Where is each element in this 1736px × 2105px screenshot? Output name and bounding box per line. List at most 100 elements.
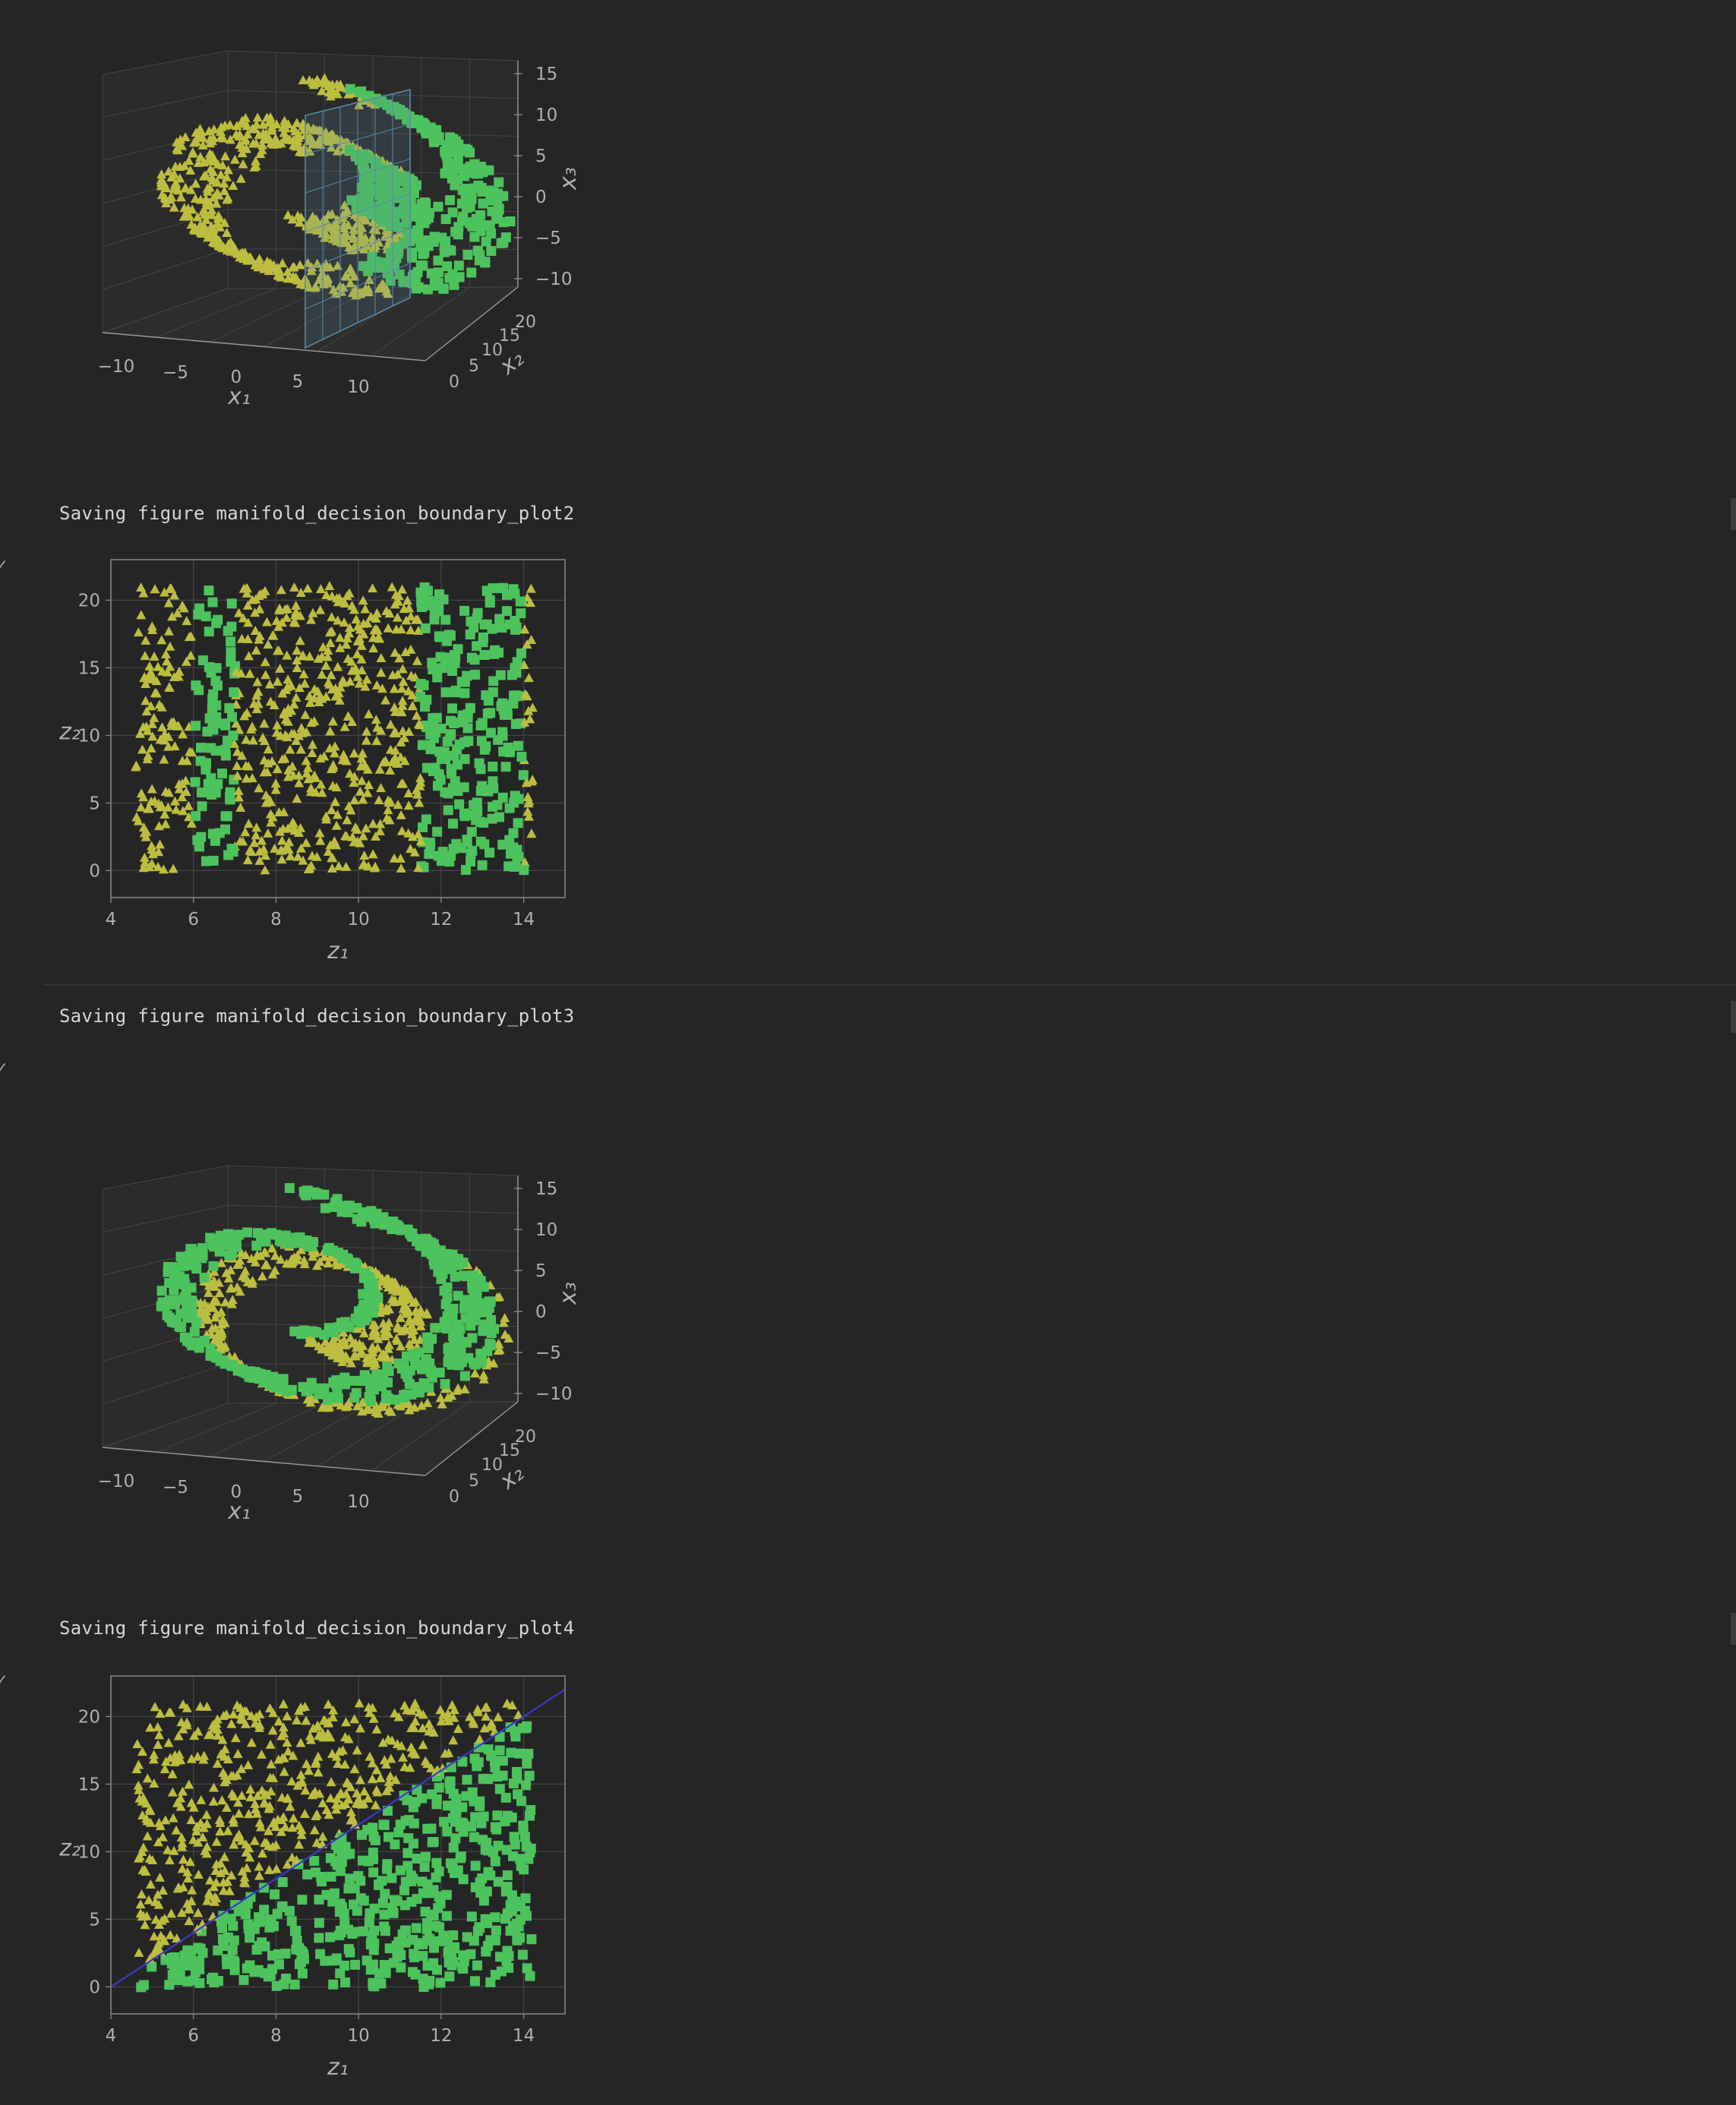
triangle-marker bbox=[292, 210, 303, 220]
square-marker bbox=[205, 1232, 216, 1243]
triangle-marker bbox=[404, 726, 415, 736]
square-marker bbox=[499, 709, 510, 720]
triangle-marker bbox=[137, 744, 148, 754]
cell-collapse-check-icon[interactable]: ✓ bbox=[0, 1059, 8, 1077]
triangle-marker bbox=[272, 764, 282, 774]
square-marker bbox=[326, 1871, 336, 1882]
triangle-marker bbox=[374, 283, 384, 293]
scrollbar-marker[interactable] bbox=[1731, 1001, 1736, 1033]
square-marker bbox=[419, 582, 430, 592]
triangle-marker bbox=[314, 1730, 324, 1740]
triangle-marker bbox=[340, 270, 351, 280]
triangle-marker bbox=[277, 1753, 288, 1763]
triangle-marker bbox=[377, 1737, 388, 1747]
square-marker bbox=[364, 1917, 374, 1927]
triangle-marker bbox=[251, 830, 261, 840]
square-marker bbox=[448, 1930, 459, 1941]
triangle-marker bbox=[311, 1838, 322, 1848]
triangle-marker bbox=[241, 1847, 251, 1857]
triangle-marker bbox=[349, 1350, 359, 1360]
square-marker bbox=[229, 687, 239, 698]
triangle-marker bbox=[292, 645, 302, 655]
triangle-marker bbox=[405, 1314, 415, 1324]
triangle-marker bbox=[336, 1800, 347, 1810]
triangle-marker bbox=[449, 1705, 459, 1715]
cell-collapse-check-icon[interactable]: ✓ bbox=[0, 556, 8, 574]
square-marker bbox=[277, 1901, 288, 1911]
triangle-marker bbox=[361, 1352, 372, 1362]
square-marker bbox=[420, 702, 431, 712]
triangle-marker bbox=[282, 1746, 293, 1756]
scrollbar-marker[interactable] bbox=[1731, 1613, 1736, 1645]
plot-frame bbox=[110, 1675, 566, 2015]
triangle-marker bbox=[402, 1705, 412, 1715]
square-marker bbox=[470, 669, 481, 680]
square-marker bbox=[217, 768, 228, 779]
square-marker bbox=[442, 1826, 453, 1837]
triangle-marker bbox=[282, 1711, 292, 1721]
triangle-marker bbox=[357, 748, 368, 758]
triangle-marker bbox=[328, 86, 339, 96]
triangle-marker bbox=[410, 1698, 421, 1708]
triangle-marker bbox=[354, 99, 365, 109]
triangle-marker bbox=[275, 663, 286, 673]
square-marker bbox=[433, 1903, 443, 1914]
triangle-marker bbox=[331, 820, 342, 830]
square-marker bbox=[332, 1387, 342, 1398]
triangle-marker bbox=[177, 1864, 188, 1873]
triangle-marker bbox=[216, 169, 226, 179]
triangle-marker bbox=[422, 1397, 433, 1407]
triangle-marker bbox=[324, 743, 335, 753]
triangle-marker bbox=[486, 1718, 497, 1728]
triangle-marker bbox=[331, 1751, 342, 1761]
square-marker bbox=[393, 1827, 404, 1838]
triangle-marker bbox=[301, 768, 312, 778]
triangle-marker bbox=[368, 819, 378, 828]
triangle-marker bbox=[176, 1717, 187, 1727]
triangle-marker bbox=[254, 1722, 265, 1732]
triangle-marker bbox=[203, 1287, 213, 1297]
square-marker bbox=[379, 1909, 390, 1920]
square-marker bbox=[220, 746, 231, 756]
triangle-marker bbox=[271, 616, 282, 626]
square-marker bbox=[189, 1327, 200, 1337]
triangle-marker bbox=[291, 600, 301, 610]
triangle-marker bbox=[247, 124, 257, 134]
square-marker bbox=[478, 1326, 488, 1337]
triangle-marker bbox=[378, 757, 389, 767]
square-marker bbox=[466, 267, 477, 278]
triangle-marker bbox=[352, 1401, 363, 1411]
square-marker bbox=[421, 1924, 432, 1935]
cell-collapse-check-icon[interactable]: ✓ bbox=[0, 1671, 8, 1689]
triangle-marker bbox=[263, 828, 273, 838]
triangle-marker bbox=[297, 651, 308, 661]
square-marker bbox=[500, 762, 511, 772]
square-marker bbox=[516, 752, 527, 762]
triangle-marker bbox=[133, 627, 144, 637]
triangle-marker bbox=[320, 1715, 330, 1725]
square-marker bbox=[213, 779, 223, 790]
triangle-marker bbox=[202, 186, 213, 196]
square-marker bbox=[225, 794, 235, 805]
x-tick-label: 0 bbox=[231, 368, 242, 387]
triangle-marker bbox=[371, 831, 381, 841]
square-marker bbox=[213, 1945, 223, 1955]
square-marker bbox=[510, 589, 520, 599]
triangle-marker bbox=[281, 612, 292, 622]
triangle-marker bbox=[160, 1815, 171, 1825]
square-marker bbox=[424, 595, 434, 606]
triangle-marker bbox=[240, 134, 251, 144]
triangle-marker bbox=[286, 1776, 297, 1786]
triangle-marker bbox=[420, 1756, 431, 1766]
square-marker bbox=[343, 1883, 354, 1894]
triangle-marker bbox=[157, 722, 168, 732]
triangle-marker bbox=[254, 855, 265, 865]
triangle-marker bbox=[295, 217, 305, 227]
scrollbar-marker[interactable] bbox=[1731, 498, 1736, 530]
triangle-marker bbox=[325, 726, 336, 736]
triangle-marker bbox=[169, 796, 180, 806]
triangle-marker bbox=[295, 744, 306, 754]
triangle-marker bbox=[292, 1715, 302, 1725]
square-marker bbox=[502, 1870, 513, 1881]
triangle-marker bbox=[219, 243, 229, 253]
